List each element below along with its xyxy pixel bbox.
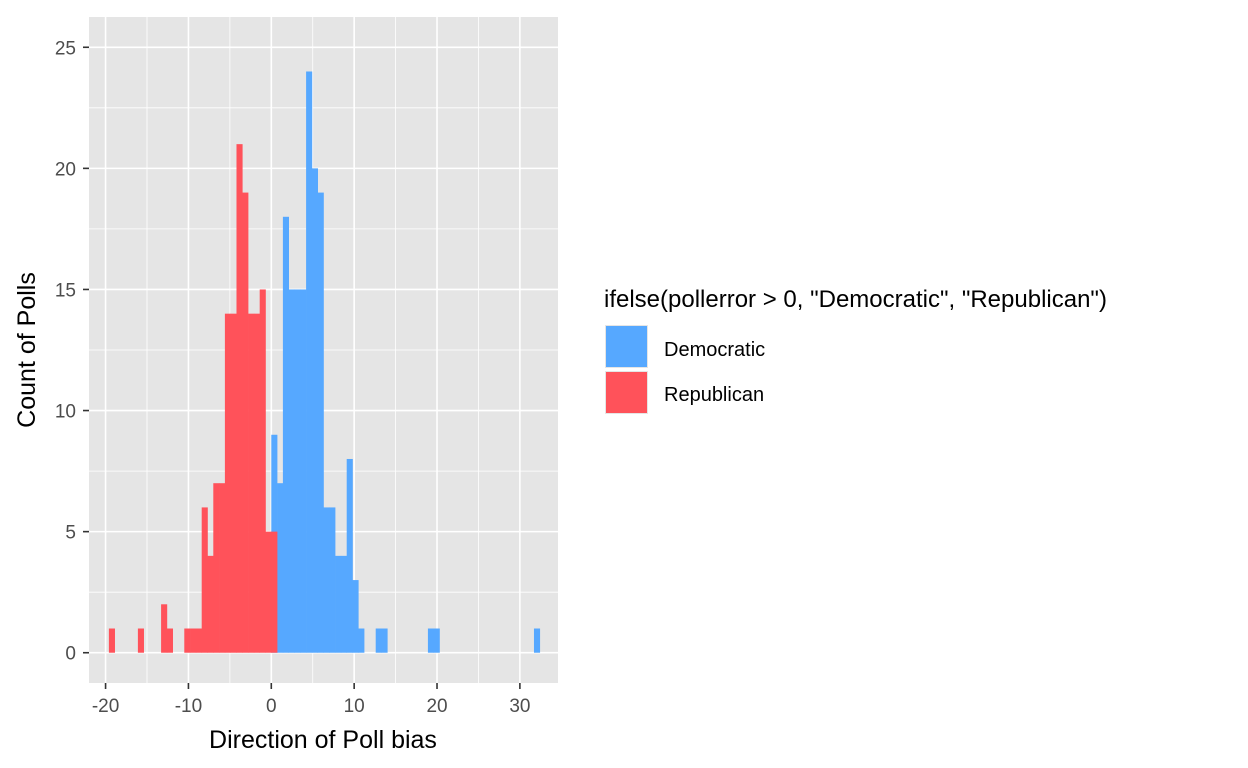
bar-republican <box>271 531 278 653</box>
bar-democratic <box>358 628 365 653</box>
x-tick-label: 20 <box>426 696 447 717</box>
bar-democratic <box>311 168 318 653</box>
bar-republican <box>207 555 214 653</box>
bar-democratic <box>375 628 382 653</box>
bar-democratic <box>533 628 541 653</box>
bar-democratic <box>288 289 295 653</box>
bar-democratic <box>352 580 359 653</box>
bar-democratic <box>329 507 336 653</box>
x-tick-label: 10 <box>344 696 365 717</box>
x-axis-title: Direction of Poll bias <box>209 726 437 754</box>
bar-republican <box>137 628 144 653</box>
legend-swatch-republican <box>606 372 647 413</box>
bar-republican <box>195 628 202 653</box>
bar-republican <box>161 604 168 653</box>
y-tick-label: 20 <box>55 159 76 180</box>
bar-republican <box>224 313 231 653</box>
legend-title: ifelse(pollerror > 0, "Democratic", "Rep… <box>604 286 1107 313</box>
histogram-bars <box>108 71 541 653</box>
bar-democratic <box>433 628 440 653</box>
bar-republican <box>253 313 260 653</box>
legend: ifelse(pollerror > 0, "Democratic", "Rep… <box>604 286 1107 414</box>
bar-democratic <box>346 458 353 653</box>
legend-label-republican: Republican <box>664 384 764 406</box>
y-tick-label: 5 <box>65 523 76 544</box>
bar-republican <box>236 144 243 653</box>
x-tick-label: 0 <box>266 696 277 717</box>
bar-republican <box>108 628 115 653</box>
bar-democratic <box>317 192 324 653</box>
legend-swatch-democratic <box>606 326 647 367</box>
major-gridlines <box>89 17 558 683</box>
bar-republican <box>248 313 255 653</box>
bar-republican <box>184 628 191 653</box>
bar-democratic <box>323 507 330 653</box>
x-tick-label: -20 <box>92 696 119 717</box>
bar-republican <box>201 507 208 653</box>
y-axis-title: Count of Polls <box>13 272 41 428</box>
y-tick-label: 10 <box>55 402 76 423</box>
bar-republican <box>213 483 220 653</box>
y-tick-label: 15 <box>55 280 76 301</box>
y-tick-label: 25 <box>55 38 76 59</box>
bar-democratic <box>282 216 289 653</box>
bar-democratic <box>306 71 313 653</box>
bar-democratic <box>294 289 301 653</box>
x-tick-label: -10 <box>175 696 202 717</box>
bar-republican <box>230 313 237 653</box>
bar-democratic <box>277 483 284 653</box>
bar-republican <box>219 483 226 653</box>
bar-republican <box>259 289 266 653</box>
bar-republican <box>242 192 249 653</box>
bar-republican <box>190 628 197 653</box>
y-tick-label: 0 <box>65 644 76 665</box>
axes: -20 -10 0 10 20 30 0 5 10 15 20 25 <box>55 38 531 717</box>
x-tick-label: 30 <box>509 696 530 717</box>
bar-democratic <box>340 555 348 653</box>
bar-republican <box>166 628 173 653</box>
bar-democratic <box>335 555 342 653</box>
bar-democratic <box>427 628 435 653</box>
bar-democratic <box>300 289 307 653</box>
bar-democratic <box>381 628 388 653</box>
legend-label-democratic: Democratic <box>664 339 765 361</box>
bar-republican <box>265 531 272 653</box>
